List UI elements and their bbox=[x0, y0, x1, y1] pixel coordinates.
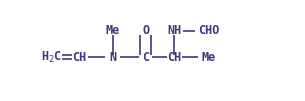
Text: CH: CH bbox=[72, 51, 87, 64]
Text: H$_2$C: H$_2$C bbox=[41, 50, 62, 65]
Text: NH: NH bbox=[167, 24, 181, 37]
Text: Me: Me bbox=[201, 51, 215, 64]
Text: O: O bbox=[142, 24, 149, 37]
Text: C: C bbox=[142, 51, 149, 64]
Text: CHO: CHO bbox=[198, 24, 219, 37]
Text: CH: CH bbox=[167, 51, 181, 64]
Text: Me: Me bbox=[106, 24, 120, 37]
Text: N: N bbox=[109, 51, 116, 64]
